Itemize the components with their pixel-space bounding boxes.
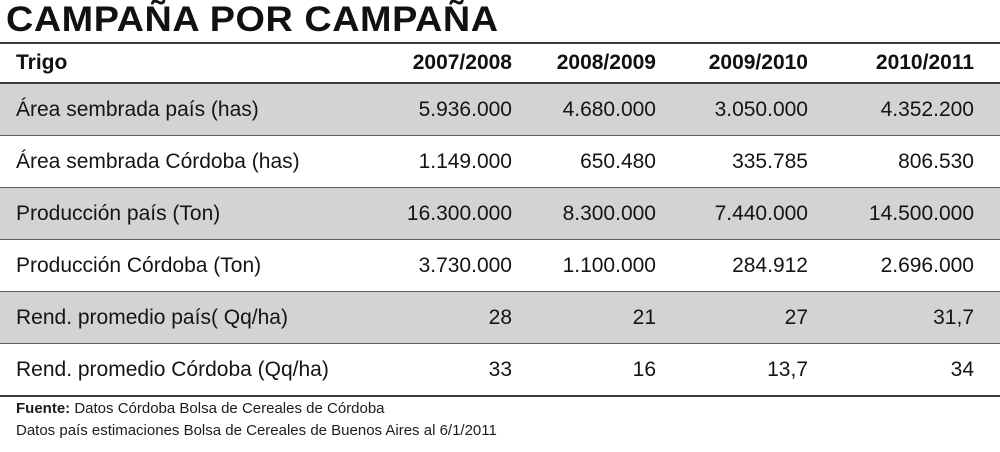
- table-row: Producción Córdoba (Ton) 3.730.000 1.100…: [0, 240, 1000, 291]
- row-label: Producción Córdoba (Ton): [16, 253, 262, 277]
- table-cell: 284.912: [732, 253, 808, 277]
- source-label: Fuente:: [16, 400, 71, 417]
- row-divider: [0, 343, 1000, 344]
- row-label: Producción país (Ton): [16, 201, 221, 225]
- table-header-row: Trigo 2007/2008 2008/2009 2009/2010 2010…: [0, 44, 1000, 82]
- header-rule: [0, 82, 1000, 84]
- row-divider: [0, 239, 1000, 240]
- table-cell: 650.480: [580, 149, 656, 173]
- table-cell: 13,7: [767, 357, 808, 381]
- page-title: CAMPAÑA POR CAMPAÑA: [6, 0, 499, 39]
- table-cell: 34: [950, 357, 974, 381]
- table-row: Producción país (Ton) 16.300.000 8.300.0…: [0, 188, 1000, 239]
- table-cell: 14.500.000: [868, 201, 974, 225]
- row-label: Rend. promedio país( Qq/ha): [16, 305, 288, 329]
- source-text-1: Datos Córdoba Bolsa de Cereales de Córdo…: [70, 400, 385, 417]
- table-cell: 28: [488, 305, 512, 329]
- table-cell: 21: [632, 305, 656, 329]
- row-divider: [0, 135, 1000, 136]
- header-cell-2007-2008: 2007/2008: [412, 51, 512, 74]
- row-label: Área sembrada país (has): [16, 97, 259, 121]
- table-cell: 5.936.000: [418, 97, 512, 121]
- header-cell-2010-2011: 2010/2011: [875, 51, 974, 74]
- table-cell: 4.352.200: [880, 97, 974, 121]
- table-bottom-rule: [0, 395, 1000, 397]
- data-table: Trigo 2007/2008 2008/2009 2009/2010 2010…: [0, 42, 1000, 397]
- row-divider: [0, 187, 1000, 188]
- source-line-1: Fuente: Datos Córdoba Bolsa de Cereales …: [16, 398, 497, 420]
- table-cell: 33: [488, 357, 512, 381]
- table-top-rule: [0, 42, 1000, 44]
- table-cell: 1.149.000: [418, 149, 512, 173]
- table-cell: 2.696.000: [880, 253, 974, 277]
- table-cell: 16.300.000: [406, 201, 512, 225]
- table-cell: 1.100.000: [562, 253, 656, 277]
- table-cell: 8.300.000: [562, 201, 656, 225]
- table-row: Área sembrada Córdoba (has) 1.149.000 65…: [0, 136, 1000, 187]
- table-cell: 16: [632, 357, 656, 381]
- table-row: Rend. promedio Córdoba (Qq/ha) 33 16 13,…: [0, 344, 1000, 395]
- source-note: Fuente: Datos Córdoba Bolsa de Cereales …: [16, 398, 497, 442]
- row-divider: [0, 291, 1000, 292]
- table-cell: 335.785: [732, 149, 808, 173]
- header-cell-2008-2009: 2008/2009: [556, 51, 656, 74]
- header-cell-2009-2010: 2009/2010: [708, 51, 808, 74]
- header-cell-crop: Trigo: [16, 51, 68, 74]
- table-cell: 3.730.000: [418, 253, 512, 277]
- table-cell: 4.680.000: [562, 97, 656, 121]
- row-label: Área sembrada Córdoba (has): [16, 149, 300, 173]
- table-cell: 7.440.000: [714, 201, 808, 225]
- row-label: Rend. promedio Córdoba (Qq/ha): [16, 357, 329, 381]
- source-line-2: Datos país estimaciones Bolsa de Cereale…: [16, 422, 497, 439]
- table-cell: 27: [784, 305, 808, 329]
- table-cell: 3.050.000: [714, 97, 808, 121]
- table-cell: 806.530: [898, 149, 974, 173]
- table-row: Rend. promedio país( Qq/ha) 28 21 27 31,…: [0, 292, 1000, 343]
- table-cell: 31,7: [933, 305, 974, 329]
- table-row: Área sembrada país (has) 5.936.000 4.680…: [0, 84, 1000, 135]
